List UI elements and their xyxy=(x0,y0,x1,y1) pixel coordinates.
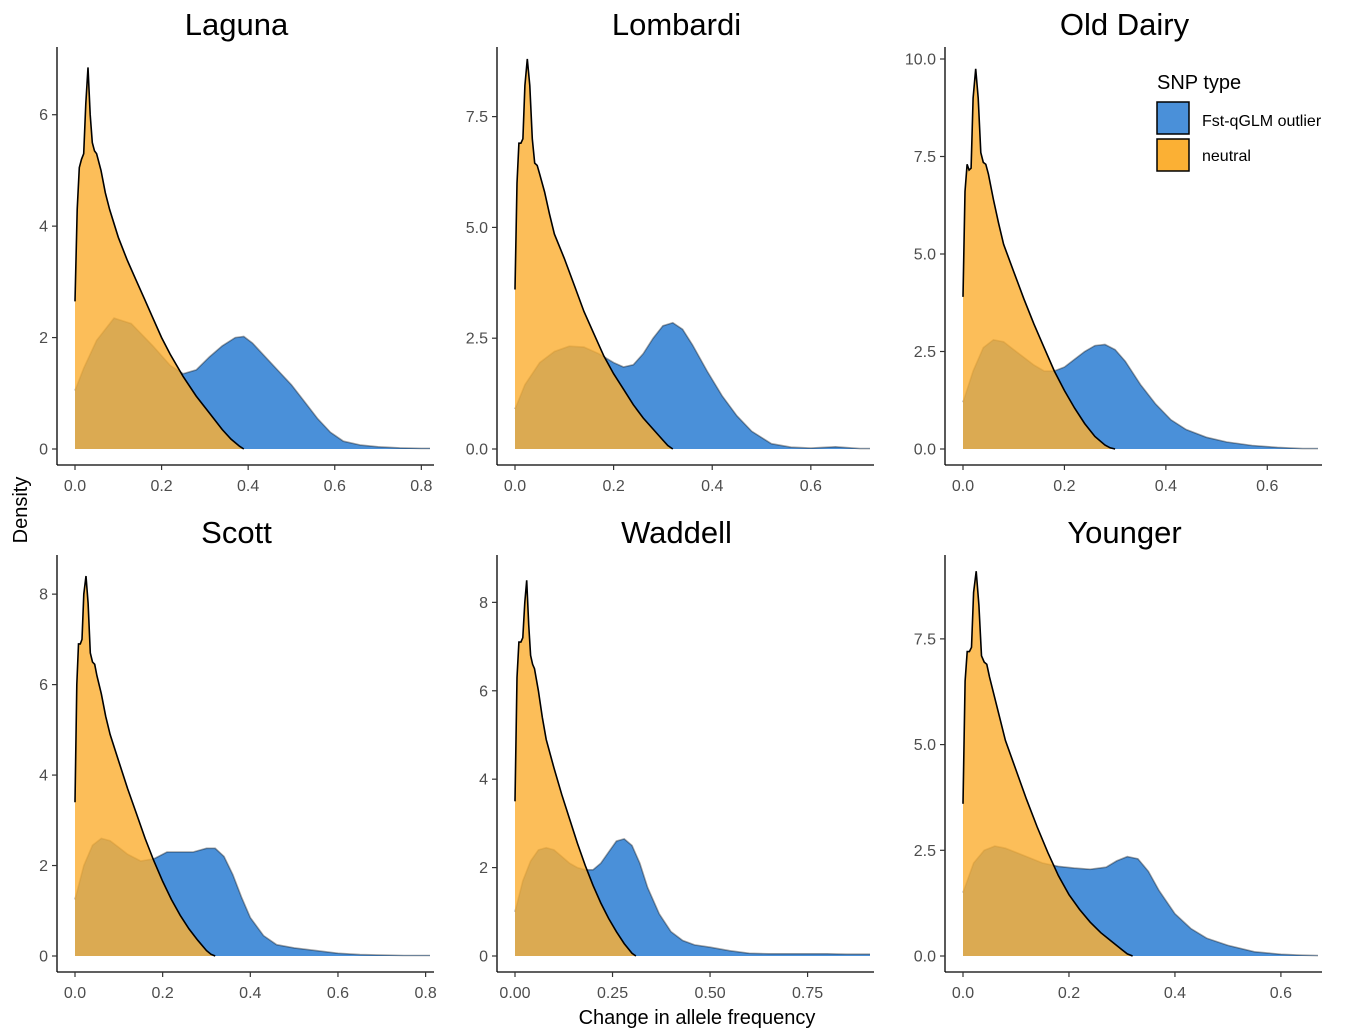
x-axis-label: Change in allele frequency xyxy=(579,1007,816,1029)
panel-scott-x-tick-label: 0.4 xyxy=(239,985,261,1002)
panel-waddell-x-tick-label: 0.50 xyxy=(694,985,725,1002)
panel-old-dairy-y-tick-label: 2.5 xyxy=(914,344,936,361)
panel-younger-x-tick-label: 0.4 xyxy=(1164,985,1186,1002)
legend: SNP type Fst-qGLM outlier neutral xyxy=(1157,72,1322,171)
panel-scott-y-tick-label: 6 xyxy=(39,677,48,694)
panel-younger-x-tick-label: 0.2 xyxy=(1058,985,1080,1002)
panel-lombardi: Lombardi 0.0 2.5 5.0 7.5 0.0 0.2 0.4 0.6 xyxy=(466,7,874,495)
panel-scott: Scott 0 2 4 6 8 0.0 0.2 0.4 0.6 0.8 xyxy=(39,515,437,1002)
panel-scott-y-tick-label: 8 xyxy=(39,587,48,604)
panel-laguna-y-tick-label: 4 xyxy=(39,219,48,236)
panel-laguna-x-tick-label: 0.2 xyxy=(150,478,172,495)
panel-scott-y-tick-label: 4 xyxy=(39,768,48,785)
panel-younger-y-tick-label: 7.5 xyxy=(914,631,936,648)
panel-waddell-x-tick-label: 0.75 xyxy=(792,985,823,1002)
legend-label-outlier: Fst-qGLM outlier xyxy=(1202,113,1322,130)
panel-lombardi-y-tick-label: 7.5 xyxy=(466,109,488,126)
panel-younger-y-tick-label: 0.0 xyxy=(914,949,936,966)
panel-waddell-x-tick-label: 0.00 xyxy=(499,985,530,1002)
legend-swatch-neutral xyxy=(1157,139,1189,171)
panel-old-dairy: Old Dairy 0.0 2.5 5.0 7.5 10.0 0.0 0.2 0.4 0.6 xyxy=(905,7,1322,495)
panel-lombardi-y-tick-label: 0.0 xyxy=(466,442,488,459)
panel-waddell-y-tick-label: 8 xyxy=(479,595,488,612)
panel-lombardi-y-tick-label: 2.5 xyxy=(466,331,488,348)
legend-swatch-outlier xyxy=(1157,102,1189,134)
panel-younger-x-tick-label: 0.0 xyxy=(952,985,974,1002)
panel-old-dairy-y-tick-label: 0.0 xyxy=(914,442,936,459)
panel-laguna-x-tick-label: 0.6 xyxy=(324,478,346,495)
panels: Laguna 0 2 4 6 0.0 0.2 0.4 0.6 0.8 Lombardi 0.0 2.5 5… xyxy=(39,7,1322,1002)
panel-old-dairy-y-tick-label: 7.5 xyxy=(914,149,936,166)
panel-old-dairy-y-tick-label: 5.0 xyxy=(914,247,936,264)
panel-lombardi-x-tick-label: 0.0 xyxy=(504,478,526,495)
legend-label-neutral: neutral xyxy=(1202,148,1251,165)
panel-scott-x-tick-label: 0.2 xyxy=(152,985,174,1002)
panel-waddell-title: Waddell xyxy=(621,515,732,550)
panel-scott-x-tick-label: 0.0 xyxy=(64,985,86,1002)
panel-laguna-x-tick-label: 0.8 xyxy=(410,478,432,495)
panel-scott-title: Scott xyxy=(201,515,272,550)
panel-waddell-y-tick-label: 0 xyxy=(479,949,488,966)
panel-laguna: Laguna 0 2 4 6 0.0 0.2 0.4 0.6 0.8 xyxy=(39,7,434,495)
panel-waddell: Waddell 0 2 4 6 8 0.00 0.25 0.50 0.75 xyxy=(479,515,874,1002)
panel-scott-x-tick-label: 0.6 xyxy=(327,985,349,1002)
panel-younger-y-tick-label: 5.0 xyxy=(914,737,936,754)
panel-younger: Younger 0.0 2.5 5.0 7.5 0.0 0.2 0.4 0.6 xyxy=(914,515,1322,1002)
panel-laguna-x-tick-label: 0.0 xyxy=(64,478,86,495)
panel-laguna-y-tick-label: 0 xyxy=(39,442,48,459)
panel-old-dairy-y-tick-label: 10.0 xyxy=(905,52,936,69)
panel-lombardi-x-tick-label: 0.2 xyxy=(602,478,624,495)
panel-laguna-y-tick-label: 2 xyxy=(39,330,48,347)
y-axis-label: Density xyxy=(10,477,32,544)
panel-laguna-y-tick-label: 6 xyxy=(39,107,48,124)
panel-lombardi-title: Lombardi xyxy=(612,7,741,42)
panel-younger-x-tick-label: 0.6 xyxy=(1270,985,1292,1002)
panel-lombardi-y-tick-label: 5.0 xyxy=(466,220,488,237)
panel-old-dairy-x-tick-label: 0.4 xyxy=(1155,478,1177,495)
panel-old-dairy-x-tick-label: 0.6 xyxy=(1256,478,1278,495)
panel-laguna-x-tick-label: 0.4 xyxy=(237,478,259,495)
panel-old-dairy-x-tick-label: 0.2 xyxy=(1053,478,1075,495)
panel-scott-y-tick-label: 2 xyxy=(39,858,48,875)
panel-younger-y-tick-label: 2.5 xyxy=(914,843,936,860)
panel-scott-x-tick-label: 0.8 xyxy=(414,985,436,1002)
panel-younger-title: Younger xyxy=(1067,515,1181,550)
panel-lombardi-x-tick-label: 0.6 xyxy=(800,478,822,495)
panel-waddell-y-tick-label: 2 xyxy=(479,860,488,877)
panel-laguna-title: Laguna xyxy=(185,7,289,42)
legend-title: SNP type xyxy=(1157,72,1241,94)
panel-waddell-y-tick-label: 4 xyxy=(479,772,488,789)
panel-old-dairy-title: Old Dairy xyxy=(1060,7,1190,42)
panel-waddell-y-tick-label: 6 xyxy=(479,683,488,700)
panel-lombardi-x-tick-label: 0.4 xyxy=(701,478,723,495)
panel-waddell-x-tick-label: 0.25 xyxy=(597,985,628,1002)
panel-old-dairy-x-tick-label: 0.0 xyxy=(952,478,974,495)
panel-scott-y-tick-label: 0 xyxy=(39,949,48,966)
